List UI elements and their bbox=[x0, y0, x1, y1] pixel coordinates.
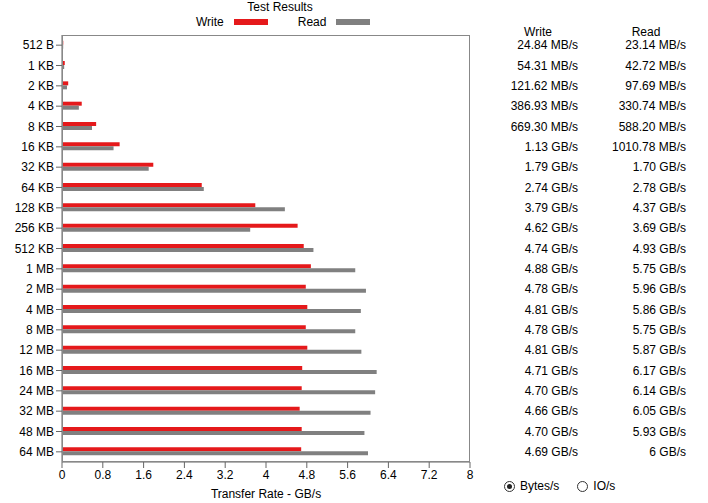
html-text:5.87 GB/s: 5.87 GB/s bbox=[632, 343, 686, 358]
svg-text:6.4: 6.4 bbox=[380, 468, 397, 482]
svg-text:1.6: 1.6 bbox=[135, 468, 152, 482]
html-text:1.13 GB/s: 1.13 GB/s bbox=[524, 139, 578, 154]
svg-text:512 B: 512 B bbox=[23, 38, 54, 52]
svg-text:0.8: 0.8 bbox=[94, 468, 111, 482]
html-text:4.88 GB/s: 4.88 GB/s bbox=[524, 261, 578, 276]
html-text:IO/s: IO/s bbox=[593, 479, 616, 493]
svg-text:1 MB: 1 MB bbox=[26, 262, 54, 276]
html-text:Bytes/s: Bytes/s bbox=[520, 479, 560, 493]
html-text:4.81 GB/s: 4.81 GB/s bbox=[524, 343, 578, 358]
svg-text:8 KB: 8 KB bbox=[28, 120, 54, 134]
svg-text:16 MB: 16 MB bbox=[19, 364, 54, 378]
html-text:4.37 GB/s: 4.37 GB/s bbox=[632, 200, 686, 215]
html-text:1010.78 MB/s: 1010.78 MB/s bbox=[612, 139, 686, 154]
svg-text:24 MB: 24 MB bbox=[19, 384, 54, 398]
svg-text:2.4: 2.4 bbox=[176, 468, 193, 482]
svg-text:1 KB: 1 KB bbox=[28, 59, 54, 73]
html-text:588.20 MB/s: 588.20 MB/s bbox=[618, 119, 686, 134]
html-text:121.62 MB/s: 121.62 MB/s bbox=[510, 78, 578, 93]
svg-text:0: 0 bbox=[59, 468, 66, 482]
html-text:6.05 GB/s: 6.05 GB/s bbox=[632, 404, 686, 419]
svg-text:512 KB: 512 KB bbox=[15, 242, 54, 256]
html-text:97.69 MB/s: 97.69 MB/s bbox=[625, 78, 686, 93]
html-text:330.74 MB/s: 330.74 MB/s bbox=[618, 99, 686, 114]
svg-text:32 KB: 32 KB bbox=[21, 160, 54, 174]
svg-text:32 MB: 32 MB bbox=[19, 404, 54, 418]
html-text:6.14 GB/s: 6.14 GB/s bbox=[632, 383, 686, 398]
html-text:3.79 GB/s: 3.79 GB/s bbox=[524, 200, 578, 215]
html-text:4.93 GB/s: 4.93 GB/s bbox=[632, 241, 686, 256]
svg-text:48 MB: 48 MB bbox=[19, 425, 54, 439]
svg-text:16 KB: 16 KB bbox=[21, 140, 54, 154]
html-text:4.69 GB/s: 4.69 GB/s bbox=[524, 444, 578, 459]
html-text:5.86 GB/s: 5.86 GB/s bbox=[632, 302, 686, 317]
html-text:4.70 GB/s: 4.70 GB/s bbox=[524, 383, 578, 398]
html-text:54.31 MB/s: 54.31 MB/s bbox=[517, 58, 578, 73]
html-text:1.70 GB/s: 1.70 GB/s bbox=[632, 160, 686, 175]
svg-text:64 KB: 64 KB bbox=[21, 181, 54, 195]
html-text:2.74 GB/s: 2.74 GB/s bbox=[524, 180, 578, 195]
html-text:386.93 MB/s: 386.93 MB/s bbox=[510, 99, 578, 114]
html-text:Test Results: Test Results bbox=[247, 0, 313, 14]
html-text:5.75 GB/s: 5.75 GB/s bbox=[632, 322, 686, 337]
svg-text:4.8: 4.8 bbox=[298, 468, 315, 482]
html-text:4.70 GB/s: 4.70 GB/s bbox=[524, 424, 578, 439]
html-text:Read: Read bbox=[297, 15, 327, 29]
html-text:Read: Read bbox=[631, 25, 661, 39]
html-text:669.30 MB/s: 669.30 MB/s bbox=[510, 119, 578, 134]
html-text:23.14 MB/s: 23.14 MB/s bbox=[625, 38, 686, 53]
html-text:4.71 GB/s: 4.71 GB/s bbox=[524, 363, 578, 378]
svg-text:4 MB: 4 MB bbox=[26, 303, 54, 317]
svg-text:Transfer Rate - GB/s: Transfer Rate - GB/s bbox=[211, 487, 321, 501]
svg-text:8 MB: 8 MB bbox=[26, 323, 54, 337]
svg-text:2 KB: 2 KB bbox=[28, 79, 54, 93]
svg-text:2 MB: 2 MB bbox=[26, 282, 54, 296]
html-text:4.62 GB/s: 4.62 GB/s bbox=[524, 221, 578, 236]
svg-text:7.2: 7.2 bbox=[421, 468, 438, 482]
html-text:6.17 GB/s: 6.17 GB/s bbox=[632, 363, 686, 378]
svg-text:4: 4 bbox=[263, 468, 270, 482]
html-text:4.74 GB/s: 4.74 GB/s bbox=[524, 241, 578, 256]
html-text:5.96 GB/s: 5.96 GB/s bbox=[632, 282, 686, 297]
html-text:5.75 GB/s: 5.75 GB/s bbox=[632, 261, 686, 276]
html-text:4.66 GB/s: 4.66 GB/s bbox=[524, 404, 578, 419]
svg-text:64 MB: 64 MB bbox=[19, 445, 54, 459]
svg-text:256 KB: 256 KB bbox=[15, 221, 54, 235]
html-text:4.81 GB/s: 4.81 GB/s bbox=[524, 302, 578, 317]
html-text:4.78 GB/s: 4.78 GB/s bbox=[524, 322, 578, 337]
svg-text:8: 8 bbox=[467, 468, 474, 482]
svg-text:5.6: 5.6 bbox=[339, 468, 356, 482]
svg-text:12 MB: 12 MB bbox=[19, 343, 54, 357]
html-text:4.78 GB/s: 4.78 GB/s bbox=[524, 282, 578, 297]
svg-text:128 KB: 128 KB bbox=[15, 201, 54, 215]
svg-text:4 KB: 4 KB bbox=[28, 99, 54, 113]
html-text:42.72 MB/s: 42.72 MB/s bbox=[625, 58, 686, 73]
html-text:24.84 MB/s: 24.84 MB/s bbox=[517, 38, 578, 53]
svg-text:3.2: 3.2 bbox=[217, 468, 234, 482]
html-text:Write: Write bbox=[524, 25, 552, 39]
html-text:5.93 GB/s: 5.93 GB/s bbox=[632, 424, 686, 439]
html-text:1.79 GB/s: 1.79 GB/s bbox=[524, 160, 578, 175]
html-text:Write: Write bbox=[196, 15, 224, 29]
html-text:6 GB/s: 6 GB/s bbox=[649, 444, 686, 459]
html-text:3.69 GB/s: 3.69 GB/s bbox=[632, 221, 686, 236]
html-text:2.78 GB/s: 2.78 GB/s bbox=[632, 180, 686, 195]
